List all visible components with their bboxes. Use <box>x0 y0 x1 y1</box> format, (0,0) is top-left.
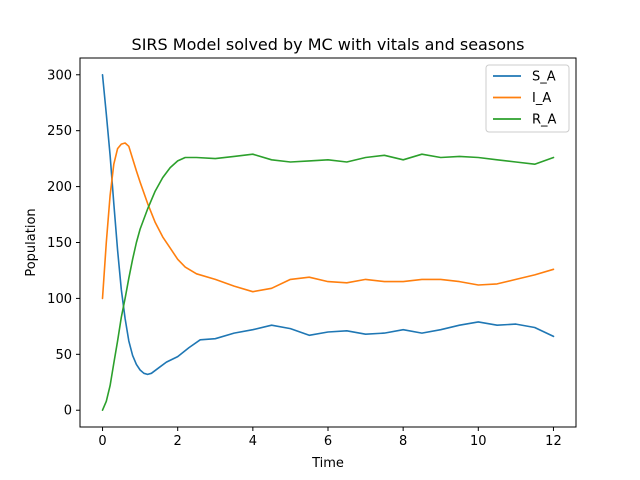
legend: S_A I_A R_A <box>486 65 569 132</box>
x-axis-label: Time <box>311 456 344 471</box>
y-axis-label: Population <box>24 208 39 276</box>
x-tick-label: 8 <box>399 434 407 449</box>
x-tick-label: 12 <box>545 434 562 449</box>
legend-box <box>486 65 569 132</box>
y-tick-label: 0 <box>64 404 72 419</box>
legend-label-i-a: I_A <box>532 91 551 106</box>
x-tick-label: 10 <box>470 434 487 449</box>
y-tick-label: 50 <box>55 348 72 363</box>
x-tick-label: 4 <box>249 434 257 449</box>
legend-label-s-a: S_A <box>532 70 556 85</box>
x-tick-label: 6 <box>324 434 332 449</box>
y-tick-label: 200 <box>47 180 72 195</box>
x-tick-label: 0 <box>98 434 106 449</box>
x-tick-label: 2 <box>174 434 182 449</box>
y-tick-label: 100 <box>47 292 72 307</box>
y-tick-label: 150 <box>47 236 72 251</box>
chart-title: SIRS Model solved by MC with vitals and … <box>132 35 525 54</box>
y-tick-label: 250 <box>47 124 72 139</box>
legend-label-r-a: R_A <box>532 113 557 128</box>
y-tick-label: 300 <box>47 68 72 83</box>
